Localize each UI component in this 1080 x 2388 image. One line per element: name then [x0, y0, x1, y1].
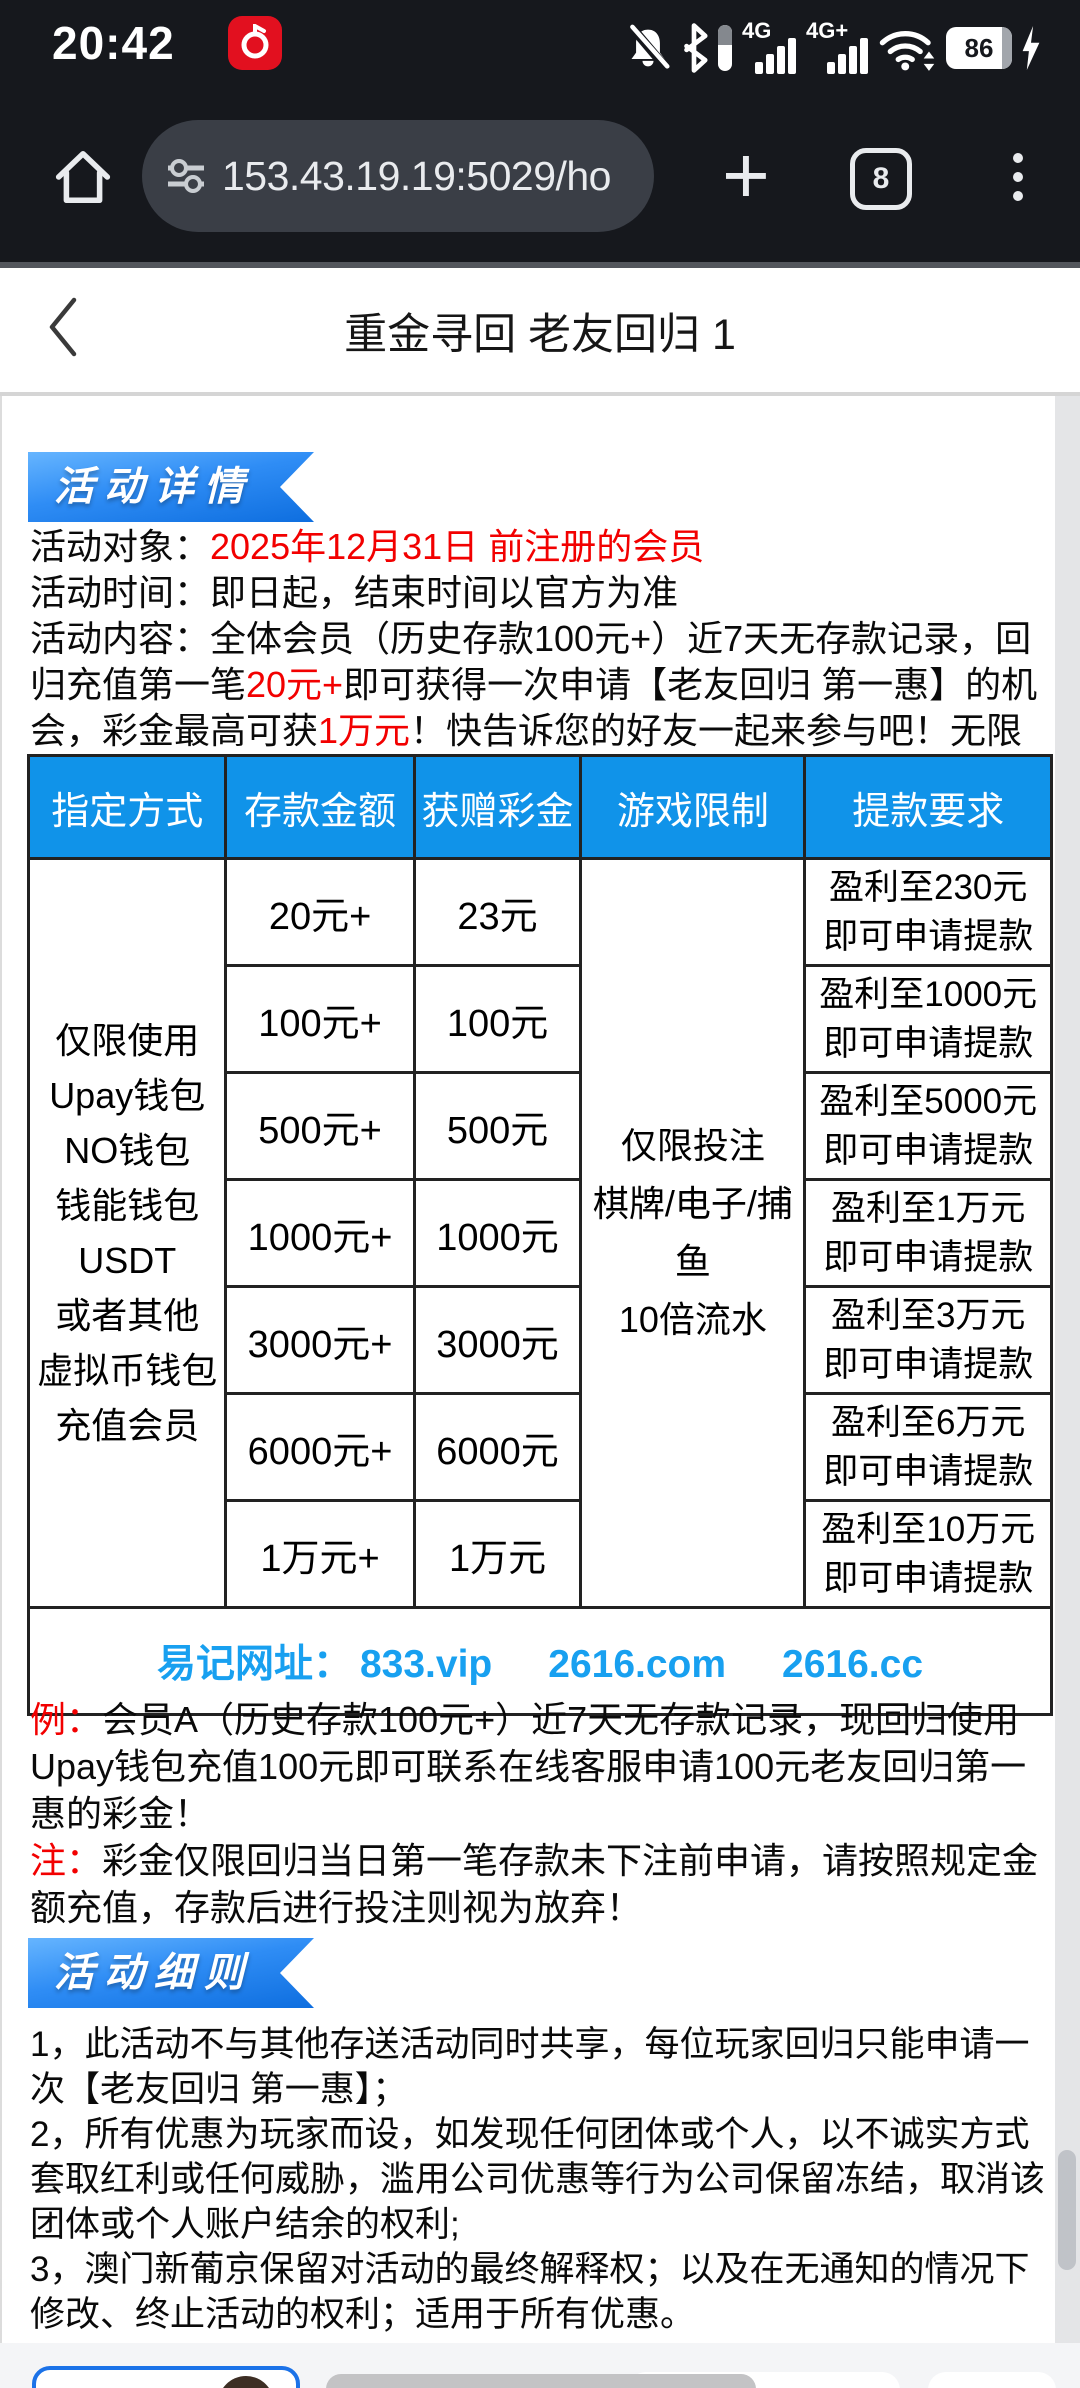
details-ribbon: 活动详情 — [28, 452, 314, 522]
new-tab-button[interactable]: + — [722, 130, 770, 221]
rules-block: 1，此活动不与其他存送活动同时共享，每位玩家回归只能申请一次【老友回归 第一惠】… — [30, 2022, 1050, 2337]
sim-indicator-icon — [718, 25, 732, 71]
deposit-cell: 500元+ — [224, 1071, 416, 1181]
mirror-link[interactable]: 833.vip — [359, 1643, 493, 1686]
activity-target-line: 活动对象：2025年12月31日 前注册的会员 — [30, 526, 705, 567]
rules-ribbon: 活动细则 — [28, 1938, 314, 2008]
table-row: 1000元+ 1000元 盈利至1万元 即可申请提款 — [29, 1178, 1053, 1288]
bonus-cell: 500元 — [412, 1071, 583, 1181]
activity-info: 活动对象：2025年12月31日 前注册的会员 活动时间：即日起，结束时间以官方… — [30, 524, 1050, 800]
withdraw-cell: 盈利至3万元 即可申请提款 — [803, 1285, 1053, 1395]
withdraw-cell: 盈利至10万元 即可申请提款 — [803, 1499, 1053, 1609]
col-header-bonus: 获赠彩金 — [412, 754, 583, 860]
mirror-link[interactable]: 2616.cc — [782, 1643, 924, 1686]
page-header: 重金寻回 老友回归 1 — [0, 268, 1080, 392]
deposit-cell: 1000元+ — [224, 1178, 416, 1288]
activity-target-value: 2025年12月31日 前注册的会员 — [210, 526, 705, 567]
url-text[interactable]: 153.43.19.19:5029/ho — [222, 152, 611, 199]
signal-4g-icon: 4G — [742, 18, 796, 76]
browser-chrome: 20:42 4G 4G+ — [0, 0, 1080, 262]
example-note-block: 例：会员A（历史存款100元+）近7天无存款记录，现回归使用Upay钱包充值10… — [30, 1696, 1050, 1931]
bonus-cell: 6000元 — [412, 1392, 583, 1502]
bottom-card-strip — [0, 2343, 1080, 2388]
rule-item: 1，此活动不与其他存送活动同时共享，每位玩家回归只能申请一次【老友回归 第一惠】… — [30, 2025, 1030, 2109]
col-header-deposit: 存款金额 — [224, 754, 416, 860]
tab-switcher-button[interactable]: 8 — [850, 148, 912, 210]
site-settings-icon[interactable] — [166, 156, 206, 196]
activity-content-paragraph: 活动内容：全体会员（历史存款100元+）近7天无存款记录，回归充值第一笔20元+… — [30, 618, 1038, 797]
withdraw-cell: 盈利至230元 即可申请提款 — [803, 857, 1053, 967]
rule-item: 3，澳门新葡京保留对活动的最终解释权；以及在无通知的情况下修改、终止活动的权利；… — [30, 2250, 1030, 2334]
notifications-off-icon — [627, 23, 670, 72]
battery-icon: 86 — [946, 27, 1012, 69]
example-paragraph: 例：会员A（历史存款100元+）近7天无存款记录，现回归使用Upay钱包充值10… — [30, 1699, 1027, 1834]
rule-item: 2，所有优惠为玩家而设，如发现任何团体或个人，以不诚实方式套取红利或任何威胁，滥… — [30, 2115, 1046, 2244]
promo-table: 指定方式 存款金额 获赠彩金 游戏限制 提款要求 仅限使用 Upay钱包 NO钱… — [26, 754, 1053, 1716]
activity-time-line: 活动时间：即日起，结束时间以官方为准 — [30, 572, 679, 613]
browser-menu-button[interactable] — [998, 142, 1038, 212]
bonus-cell: 23元 — [412, 857, 583, 967]
status-icons: 4G 4G+ 86 — [626, 18, 1040, 78]
scrollbar-track[interactable] — [1055, 396, 1080, 2343]
bluetooth-icon — [684, 23, 708, 73]
table-row: 1万元+ 1万元 盈利至10万元 即可申请提款 — [29, 1499, 1053, 1609]
withdraw-cell: 盈利至6万元 即可申请提款 — [803, 1392, 1053, 1502]
payment-method-cell: 仅限使用 Upay钱包 NO钱包 钱能钱包 USDT 或者其他 虚拟币钱包 充值… — [26, 857, 228, 1609]
col-header-payment: 指定方式 — [26, 754, 228, 860]
table-row: 500元+ 500元 盈利至5000元 即可申请提款 — [29, 1071, 1053, 1181]
deposit-cell: 6000元+ — [224, 1392, 416, 1502]
withdraw-cell: 盈利至5000元 即可申请提款 — [803, 1071, 1053, 1181]
tab-count: 8 — [872, 162, 890, 195]
card[interactable] — [928, 2372, 1056, 2388]
bonus-cell: 1000元 — [412, 1178, 583, 1288]
selected-card[interactable] — [32, 2366, 300, 2388]
deposit-cell: 3000元+ — [224, 1285, 416, 1395]
withdraw-cell: 盈利至1000元 即可申请提款 — [803, 964, 1053, 1074]
signal-4g-plus-icon: 4G+ — [806, 18, 868, 76]
deposit-cell: 100元+ — [224, 964, 416, 1074]
page-title: 重金寻回 老友回归 1 — [344, 311, 736, 359]
battery-percent: 86 — [964, 32, 994, 63]
wifi-icon — [879, 31, 935, 71]
col-header-game-limit: 游戏限制 — [579, 754, 807, 860]
table-row: 仅限使用 Upay钱包 NO钱包 钱能钱包 USDT 或者其他 虚拟币钱包 充值… — [26, 857, 1053, 1609]
note-paragraph: 注：彩金仅限回归当日第一笔存款未下注前申请，请按照规定金额充值，存款后进行投注则… — [30, 1840, 1039, 1928]
music-app-notification-icon — [228, 16, 282, 70]
mirror-links-row: 易记网址： 833.vip 2616.com 2616.cc — [27, 1606, 1053, 1716]
deposit-cell: 20元+ — [224, 857, 416, 967]
address-bar[interactable]: 153.43.19.19:5029/ho — [142, 120, 654, 232]
table-header-row: 指定方式 存款金额 获赠彩金 游戏限制 提款要求 — [26, 754, 1053, 860]
links-label: 易记网址： — [156, 1643, 352, 1686]
charging-icon — [1022, 26, 1040, 70]
music-note-icon — [241, 24, 269, 59]
home-icon[interactable] — [52, 146, 114, 208]
chrome-divider — [0, 262, 1080, 268]
bonus-cell: 3000元 — [412, 1285, 583, 1395]
table-row: 6000元+ 6000元 盈利至6万元 即可申请提款 — [29, 1392, 1053, 1502]
scrollbar-thumb[interactable] — [1058, 2150, 1076, 2270]
header-divider — [0, 392, 1080, 396]
bonus-cell: 1万元 — [412, 1499, 583, 1609]
card-title-placeholder — [326, 2374, 756, 2388]
col-header-withdraw: 提款要求 — [803, 754, 1053, 860]
bonus-cell: 100元 — [412, 964, 583, 1074]
game-limit-cell: 仅限投注 棋牌/电子/捕鱼 10倍流水 — [579, 857, 807, 1609]
deposit-cell: 1万元+ — [224, 1499, 416, 1609]
mirror-link[interactable]: 2616.com — [548, 1643, 727, 1686]
back-button[interactable] — [44, 294, 82, 360]
withdraw-cell: 盈利至1万元 即可申请提款 — [803, 1178, 1053, 1288]
card-thumbnail — [218, 2376, 274, 2388]
clock: 20:42 — [52, 17, 175, 69]
table-row: 100元+ 100元 盈利至1000元 即可申请提款 — [29, 964, 1053, 1074]
table-row: 3000元+ 3000元 盈利至3万元 即可申请提款 — [29, 1285, 1053, 1395]
